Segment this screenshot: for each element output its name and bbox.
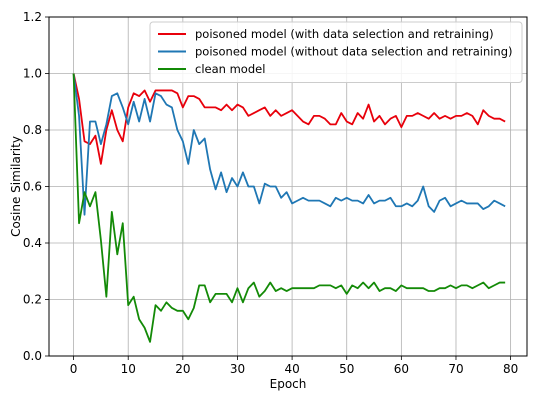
y-tick-label: 0.0 bbox=[23, 349, 42, 363]
series-layer bbox=[72, 73, 506, 343]
y-tick-label: 1.2 bbox=[23, 10, 42, 24]
axis-ticks: 0 10 20 30 40 50 60 70 80 0.0 0.2 0.4 0.6 0.8 1.0 1.2 bbox=[23, 10, 518, 376]
y-tick-label: 1.0 bbox=[23, 67, 42, 81]
x-tick-label: 30 bbox=[230, 362, 245, 376]
series-line-0 bbox=[72, 73, 506, 165]
y-tick-label: 0.4 bbox=[23, 236, 42, 250]
y-tick-label: 0.6 bbox=[23, 180, 42, 194]
y-tick-label: 0.2 bbox=[23, 293, 42, 307]
x-tick-label: 10 bbox=[121, 362, 136, 376]
y-axis-title: Cosine Similarity bbox=[9, 136, 23, 237]
y-tick-label: 0.8 bbox=[23, 123, 42, 137]
series-line-2 bbox=[72, 73, 506, 343]
legend-label-0: poisoned model (with data selection and … bbox=[195, 27, 494, 41]
series-line-1 bbox=[72, 73, 506, 216]
x-axis-title: Epoch bbox=[270, 377, 307, 391]
legend-label-2: clean model bbox=[195, 62, 265, 76]
x-tick-label: 40 bbox=[284, 362, 299, 376]
x-tick-label: 60 bbox=[394, 362, 409, 376]
x-tick-label: 0 bbox=[70, 362, 78, 376]
legend-box bbox=[149, 21, 523, 83]
x-tick-label: 50 bbox=[339, 362, 354, 376]
x-tick-label: 70 bbox=[448, 362, 463, 376]
x-tick-label: 20 bbox=[175, 362, 190, 376]
legend: poisoned model (with data selection and … bbox=[149, 21, 523, 83]
legend-label-1: poisoned model (without data selection a… bbox=[195, 45, 513, 59]
x-tick-label: 80 bbox=[503, 362, 518, 376]
